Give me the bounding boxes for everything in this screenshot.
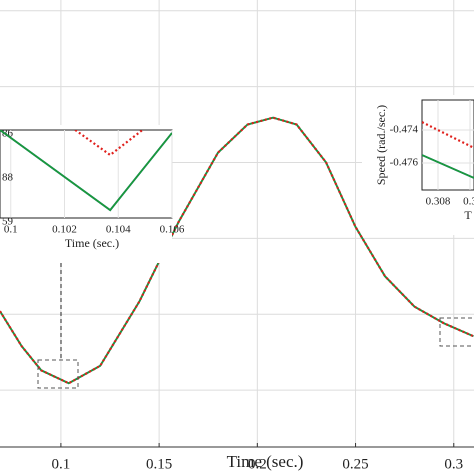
y-tick-label: 88: [2, 172, 14, 184]
series-line: [74, 130, 144, 157]
lines: [422, 121, 474, 179]
x-tick-label: 0.102: [52, 224, 77, 236]
x-tick-label: 0.1: [4, 224, 18, 236]
zoom-box: [439, 317, 474, 347]
x-axis-label: T: [464, 208, 472, 222]
y-tick-label: 59: [2, 216, 14, 228]
x-tick-label: 0.106: [160, 224, 185, 236]
x-tick-label: 0.308: [426, 196, 451, 208]
x-axis-label: Time (sec.): [227, 452, 304, 471]
series-line: [422, 121, 474, 149]
series-line: [0, 116, 474, 385]
inset: 0.308 0.3 -0.474 -0.476 T Speed (rad./sec.): [362, 95, 474, 235]
series-line: [0, 130, 172, 212]
y-axis-label: Speed (rad./sec.): [374, 105, 388, 185]
x-tick-label: 0.104: [106, 224, 131, 236]
y-tick-label: 86: [2, 128, 14, 140]
x-axis-label: Time (sec.): [65, 236, 119, 250]
y-tick-label: -0.474: [390, 124, 419, 136]
x-tick-label: 0.3: [463, 196, 474, 208]
series-line: [422, 154, 474, 179]
zoom-box: [37, 359, 79, 389]
x-tick-label: 0.15: [146, 456, 172, 472]
lines: [0, 130, 172, 212]
x-tick-label: 0.1: [52, 456, 71, 472]
inset-area: [0, 129, 173, 219]
x-tick-label: 0.3: [444, 456, 463, 472]
y-tick-label: -0.476: [390, 156, 419, 168]
x-tick-label: 0.25: [342, 456, 368, 472]
lines: [0, 116, 474, 385]
x-tick-label: 0.2: [248, 456, 267, 472]
inset: 0.1 0.102 0.104 0.106 86 88 59 Time (sec.): [0, 125, 185, 263]
